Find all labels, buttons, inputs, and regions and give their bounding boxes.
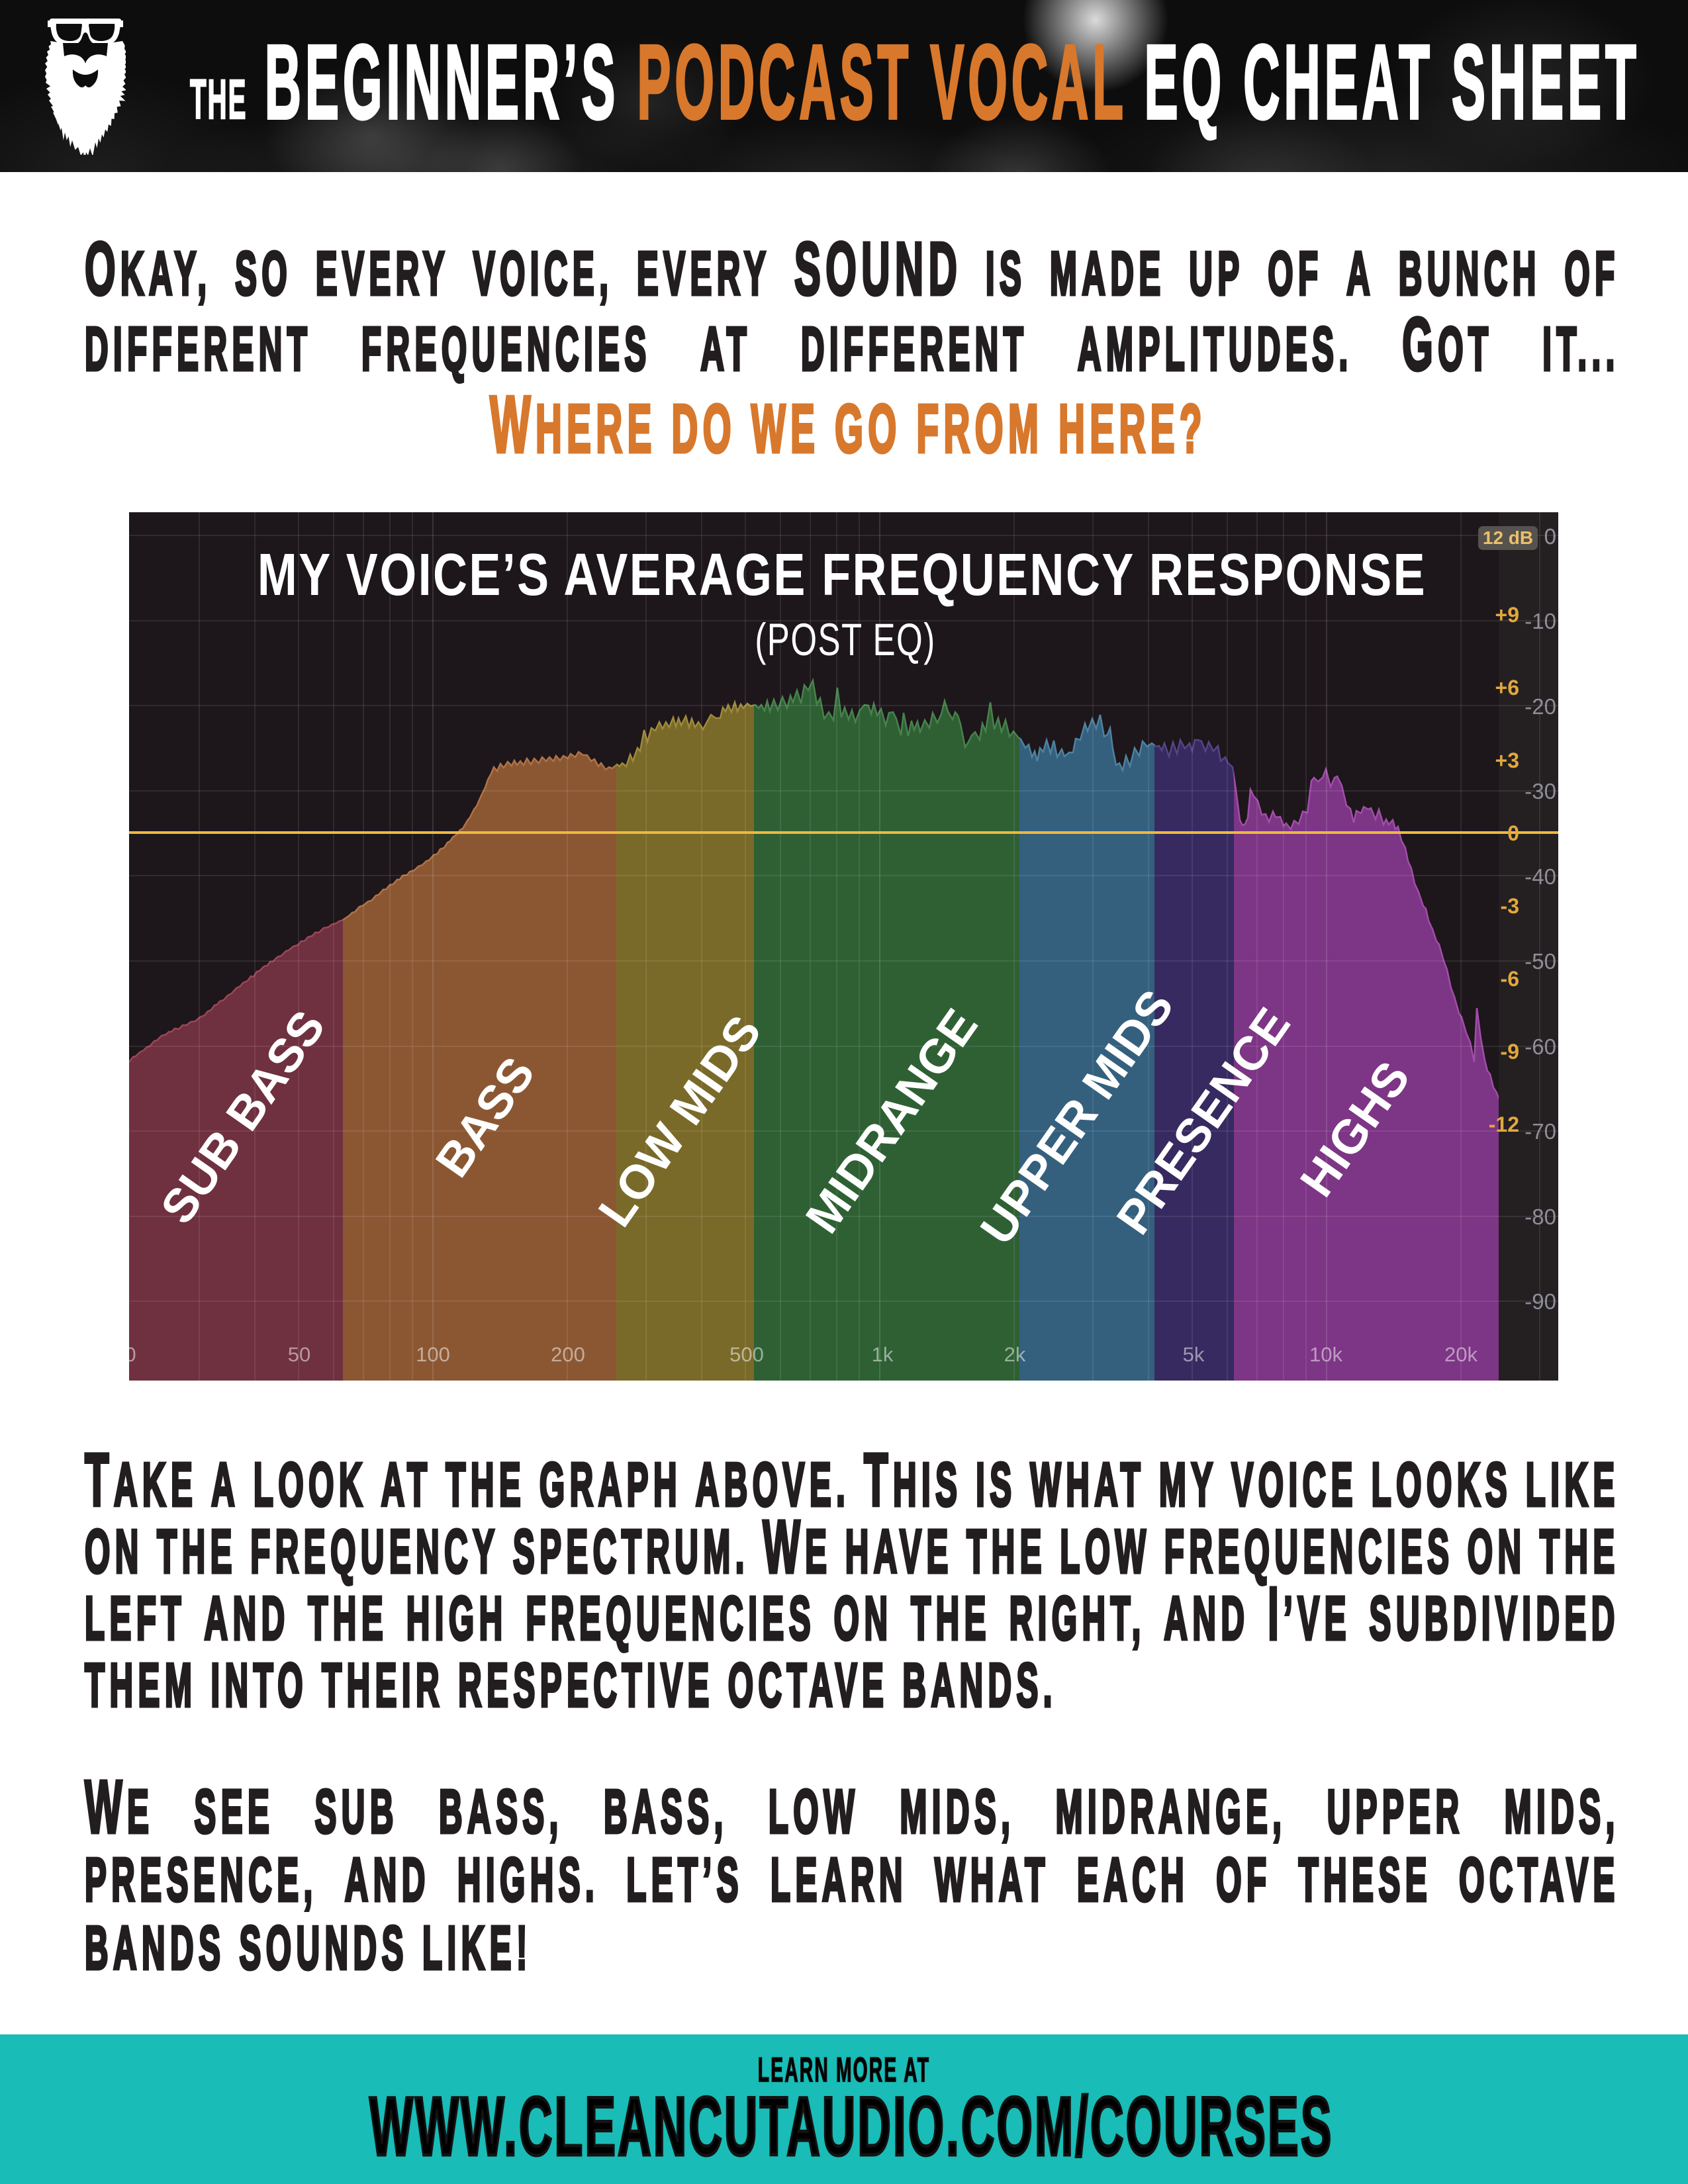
svg-text:-9: -9 — [1501, 1040, 1519, 1064]
svg-text:-80: -80 — [1524, 1205, 1556, 1229]
svg-text:-40: -40 — [1524, 864, 1556, 889]
svg-text:-12: -12 — [1489, 1113, 1519, 1136]
svg-text:-60: -60 — [1524, 1034, 1556, 1059]
svg-text:500: 500 — [729, 1343, 764, 1366]
svg-text:0: 0 — [1544, 524, 1556, 549]
svg-text:2k: 2k — [1004, 1343, 1026, 1366]
svg-text:0: 0 — [1507, 821, 1519, 845]
svg-text:-50: -50 — [1524, 949, 1556, 974]
svg-text:0: 0 — [129, 1343, 136, 1366]
svg-text:+3: +3 — [1495, 749, 1519, 772]
svg-text:+6: +6 — [1495, 676, 1519, 700]
svg-text:-3: -3 — [1501, 894, 1519, 918]
svg-text:12 dB: 12 dB — [1483, 527, 1533, 548]
svg-text:-10: -10 — [1524, 609, 1556, 633]
svg-text:-30: -30 — [1524, 779, 1556, 803]
svg-text:50: 50 — [288, 1343, 310, 1366]
svg-text:-90: -90 — [1524, 1289, 1556, 1314]
svg-text:-6: -6 — [1501, 967, 1519, 991]
svg-text:20k: 20k — [1444, 1343, 1477, 1366]
svg-text:200: 200 — [551, 1343, 585, 1366]
svg-text:0: 0 — [1544, 524, 1556, 549]
svg-text:MY VOICE’S AVERAGE FREQUENCY R: MY VOICE’S AVERAGE FREQUENCY RESPONSE — [258, 541, 1427, 608]
svg-text:10k: 10k — [1309, 1343, 1342, 1366]
svg-text:-20: -20 — [1524, 694, 1556, 719]
svg-text:5k: 5k — [1183, 1343, 1205, 1366]
svg-text:100: 100 — [416, 1343, 450, 1366]
svg-text:(POST EQ): (POST EQ) — [755, 614, 935, 664]
svg-text:1k: 1k — [872, 1343, 894, 1366]
svg-text:-70: -70 — [1524, 1119, 1556, 1144]
svg-text:+9: +9 — [1495, 603, 1519, 627]
